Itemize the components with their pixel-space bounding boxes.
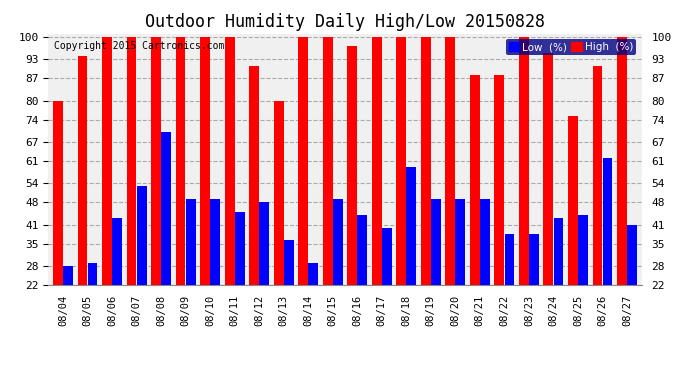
Bar <box>112 218 122 285</box>
Bar <box>578 215 588 285</box>
Bar <box>602 158 613 285</box>
Bar <box>210 199 220 285</box>
Bar <box>176 37 186 285</box>
Bar <box>259 202 269 285</box>
Bar <box>431 199 441 285</box>
Bar <box>553 218 563 285</box>
Bar <box>249 66 259 285</box>
Bar <box>495 75 504 285</box>
Bar <box>333 199 343 285</box>
Bar <box>372 37 382 285</box>
Bar <box>357 215 367 285</box>
Bar <box>347 46 357 285</box>
Legend: Low  (%), High  (%): Low (%), High (%) <box>506 39 636 55</box>
Bar <box>186 199 195 285</box>
Bar <box>529 234 539 285</box>
Bar <box>455 199 465 285</box>
Bar <box>77 56 88 285</box>
Bar <box>53 100 63 285</box>
Bar <box>382 228 392 285</box>
Bar <box>274 100 284 285</box>
Bar <box>225 37 235 285</box>
Bar <box>235 212 244 285</box>
Bar <box>568 117 578 285</box>
Bar <box>151 37 161 285</box>
Bar <box>627 225 637 285</box>
Bar <box>63 266 73 285</box>
Bar <box>88 263 97 285</box>
Bar <box>161 132 171 285</box>
Bar <box>593 66 602 285</box>
Bar <box>617 37 627 285</box>
Bar <box>102 37 112 285</box>
Bar <box>323 37 333 285</box>
Text: Copyright 2015 Cartronics.com: Copyright 2015 Cartronics.com <box>55 41 225 51</box>
Bar <box>284 240 294 285</box>
Bar <box>127 37 137 285</box>
Title: Outdoor Humidity Daily High/Low 20150828: Outdoor Humidity Daily High/Low 20150828 <box>145 13 545 31</box>
Bar <box>470 75 480 285</box>
Bar <box>421 37 431 285</box>
Bar <box>200 37 210 285</box>
Bar <box>396 37 406 285</box>
Bar <box>308 263 318 285</box>
Bar <box>137 186 146 285</box>
Bar <box>504 234 514 285</box>
Bar <box>298 37 308 285</box>
Bar <box>446 37 455 285</box>
Bar <box>406 167 416 285</box>
Bar <box>480 199 490 285</box>
Bar <box>544 53 553 285</box>
Bar <box>519 37 529 285</box>
